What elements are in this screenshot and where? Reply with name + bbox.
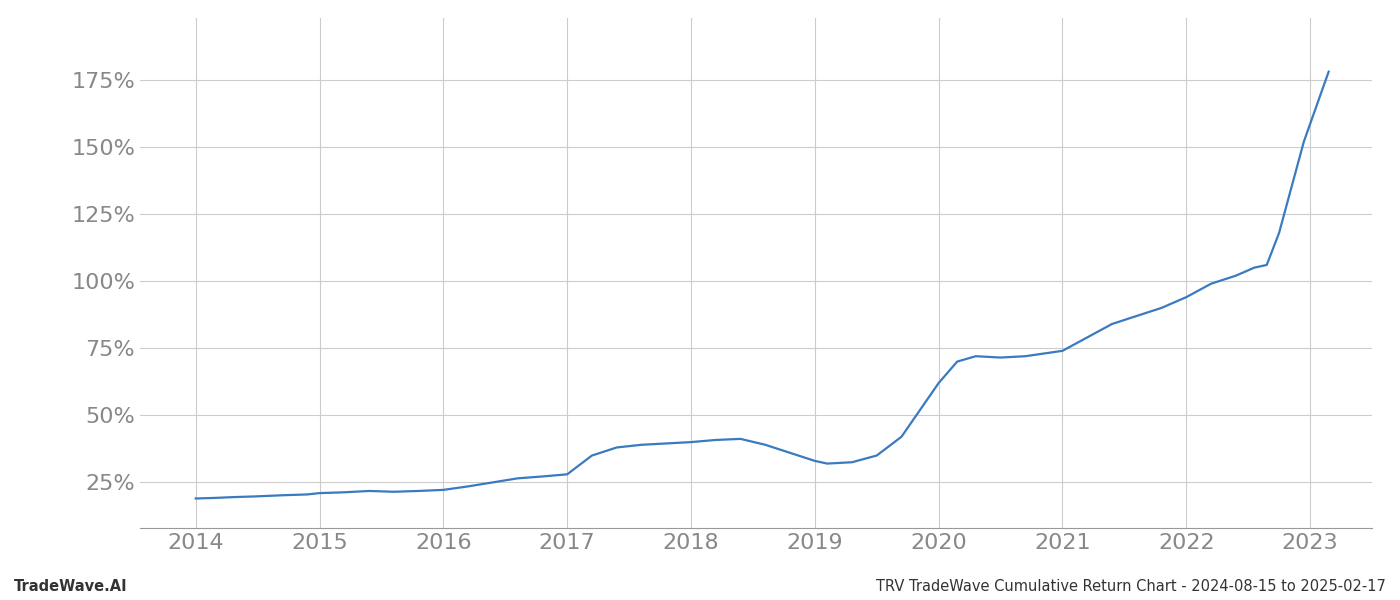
Text: TradeWave.AI: TradeWave.AI [14, 579, 127, 594]
Text: TRV TradeWave Cumulative Return Chart - 2024-08-15 to 2025-02-17: TRV TradeWave Cumulative Return Chart - … [876, 579, 1386, 594]
